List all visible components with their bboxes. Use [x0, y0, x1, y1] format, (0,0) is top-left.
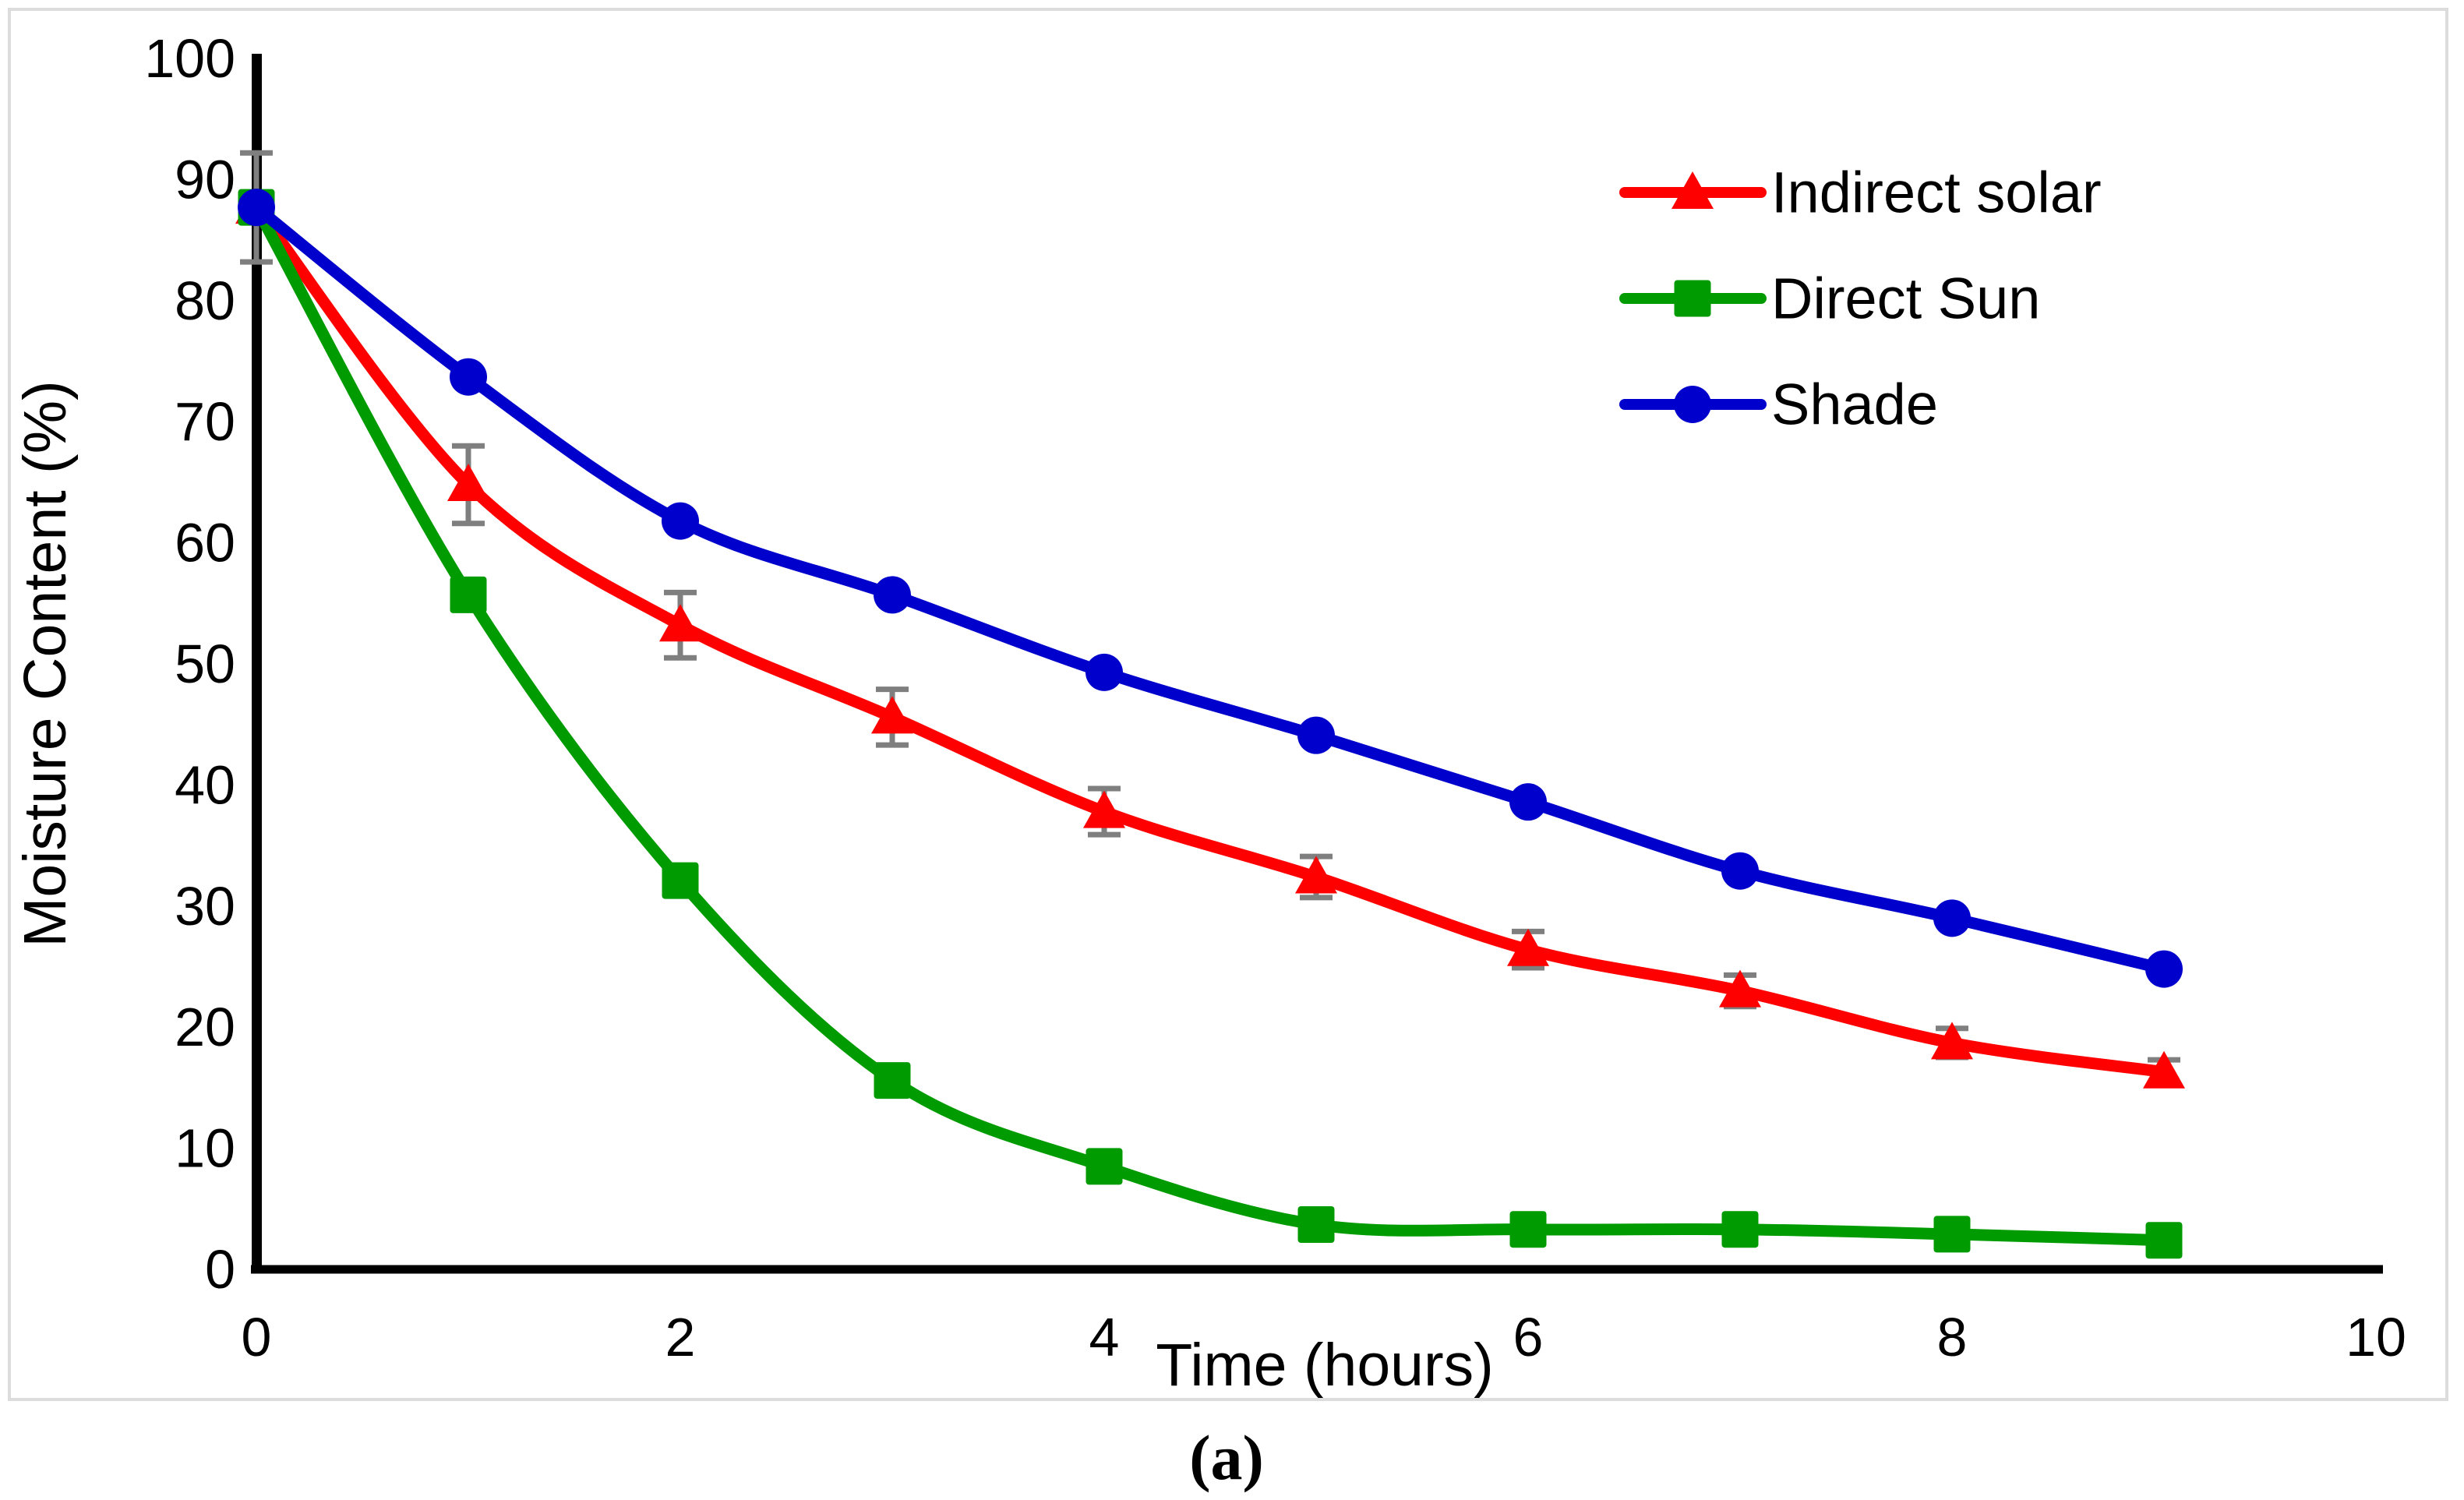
triangle-marker [447, 464, 489, 502]
y-tick-label: 20 [175, 997, 235, 1057]
triangle-marker [1719, 969, 1761, 1008]
legend-square-marker [1674, 280, 1711, 317]
x-tick-label: 8 [1937, 1307, 1968, 1368]
square-marker [1297, 1206, 1335, 1244]
y-tick-label: 50 [175, 634, 235, 694]
square-marker [1509, 1211, 1547, 1248]
y-tick-label: 90 [175, 149, 235, 210]
legend-label: Shade [1771, 372, 1938, 437]
triangle-marker [1507, 928, 1549, 966]
legend-label: Direct Sun [1771, 266, 2040, 331]
circle-marker [1721, 852, 1759, 890]
triangle-marker [1083, 790, 1125, 828]
circle-marker [238, 189, 275, 227]
axes-layer: 0 10 20 30 40 50 60 70 80 90 100 0 2 4 6 8 10 [144, 28, 2406, 1368]
square-marker [874, 1062, 911, 1099]
y-tick-label: 40 [175, 754, 235, 815]
circle-marker [450, 358, 487, 396]
series-line-indirect-solar [252, 203, 2166, 1078]
circle-marker [874, 576, 911, 614]
y-tick-label: 80 [175, 270, 235, 331]
circle-marker [1086, 653, 1123, 691]
y-tick-label: 70 [175, 391, 235, 452]
x-tick-label: 6 [1513, 1307, 1544, 1368]
legend: Indirect solar Direct Sun Shade [1619, 161, 2102, 437]
legend-circle-marker [1674, 386, 1711, 423]
series-markers-shade [238, 189, 2183, 988]
triangle-marker [871, 696, 913, 734]
y-tick-label: 0 [205, 1239, 235, 1300]
series-line-direct-sun [251, 204, 2165, 1247]
x-tick-label: 2 [665, 1307, 696, 1368]
circle-marker [1933, 899, 1971, 937]
y-tick-label: 30 [175, 876, 235, 937]
series-layer [235, 150, 2185, 1259]
y-axis-title: Moisture Content (%) [12, 380, 79, 947]
square-marker [450, 576, 487, 613]
circle-marker [1509, 783, 1547, 821]
square-marker [1933, 1216, 1971, 1253]
square-marker [662, 862, 699, 899]
y-tick-label: 60 [175, 513, 235, 574]
triangle-marker [1931, 1022, 1973, 1060]
legend-item-indirect-solar: Indirect solar [1619, 161, 2102, 225]
series-line-shade [252, 203, 2166, 975]
square-marker [1086, 1148, 1123, 1185]
square-marker [1721, 1211, 1759, 1248]
legend-item-direct-sun: Direct Sun [1619, 266, 2040, 331]
legend-triangle-marker [1671, 171, 1714, 209]
y-tick-label: 100 [144, 28, 235, 89]
triangle-marker [659, 604, 701, 642]
x-tick-label: 0 [242, 1307, 272, 1368]
legend-label: Indirect solar [1771, 161, 2102, 225]
legend-item-shade: Shade [1619, 372, 1938, 437]
circle-marker [2145, 950, 2183, 988]
figure-border [8, 8, 2448, 1401]
circle-marker [662, 502, 699, 540]
circle-marker [1297, 716, 1335, 754]
x-tick-label: 4 [1089, 1307, 1120, 1368]
x-tick-label: 10 [2346, 1307, 2406, 1368]
y-tick-label: 10 [175, 1118, 235, 1179]
figure-caption: (a) [1189, 1422, 1264, 1493]
x-axis-title: Time (hours) [1156, 1332, 1494, 1399]
series-markers-direct-sun [238, 189, 2183, 1259]
square-marker [2145, 1222, 2183, 1259]
triangle-marker [1295, 856, 1337, 894]
triangle-marker [2143, 1050, 2185, 1089]
